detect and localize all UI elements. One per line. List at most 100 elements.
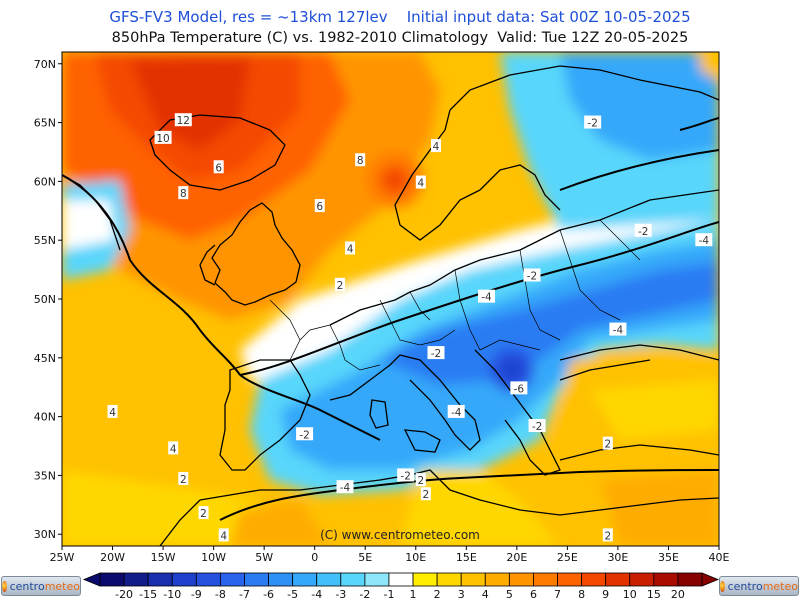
lon-tick-label: 15W (151, 551, 176, 564)
anomaly-label-text: 6 (215, 162, 222, 174)
anomaly-label: 4 (107, 404, 118, 419)
anomaly-label-bg (154, 130, 172, 144)
colorbar-label: -10 (163, 588, 181, 600)
colorbar-label: 9 (602, 588, 609, 600)
anomaly-label-bg (523, 268, 541, 282)
centrometeo-logo-right: centro meteo (719, 576, 799, 596)
lon-tick-label: 10E (405, 551, 426, 564)
anomaly-label: 4 (345, 241, 356, 255)
colorbar-swatch (629, 572, 655, 587)
colorbar-label: 20 (671, 588, 685, 600)
lat-tick-label: 70N (34, 58, 56, 71)
anomaly-label-text: -2 (587, 118, 597, 130)
anomaly-label: -2 (584, 115, 602, 130)
colorbar-swatch (244, 572, 269, 587)
anomaly-label-text: 4 (347, 243, 354, 255)
anomaly-label-text: 6 (316, 201, 323, 213)
colorbar-swatch (484, 572, 510, 587)
anomaly-label-text: 2 (200, 508, 207, 520)
anomaly-label-text: 8 (357, 155, 364, 167)
colorbar-label: 1 (410, 588, 417, 600)
anomaly-label-bg (168, 441, 179, 455)
lon-tick-label: 20W (100, 551, 125, 564)
lat-tick-label: 40N (34, 411, 56, 424)
anomaly-label-bg (510, 381, 528, 395)
anomaly-label: -2 (296, 427, 314, 441)
lat-tick-label: 50N (34, 293, 56, 306)
lon-tick-label: 30E (607, 551, 628, 564)
anomaly-label: 10 (154, 130, 172, 145)
anomaly-label-text: -6 (514, 383, 525, 395)
colorbar-swatch (508, 572, 534, 587)
anomaly-label-bg (528, 419, 546, 433)
colorbar-label: -7 (239, 588, 250, 600)
anomaly-label-bg (609, 322, 627, 336)
lon-tick-label: 5W (255, 551, 273, 564)
lon-tick-label: 25E (557, 551, 578, 564)
lat-tick-label: 35N (34, 469, 56, 482)
anomaly-label-text: -4 (451, 407, 462, 419)
anomaly-label-text: 2 (423, 489, 430, 501)
anomaly-label: -6 (510, 381, 528, 395)
anomaly-label-text: -2 (527, 270, 537, 282)
chart-title: 850hPa Temperature (C) vs. 1982-2010 Cli… (111, 30, 689, 46)
anomaly-label-text: -4 (481, 292, 492, 304)
lon-tick-label: 20E (506, 551, 527, 564)
anomaly-label-bg (420, 487, 431, 501)
anomaly-label: 8 (355, 153, 366, 167)
anomaly-label-bg (218, 528, 229, 542)
anomaly-label-text: -2 (638, 226, 648, 238)
anomaly-label-bg (345, 241, 356, 255)
anomaly-label-text: 12 (177, 115, 190, 127)
anomaly-label-bg (107, 404, 118, 418)
longitude-axis: 25W 20W 15W 10W 5W 0 5E 10E 15E 20E 25E 30E 35E 40E (50, 546, 730, 564)
colorbar-label: 5 (506, 588, 513, 600)
anomaly-label: -4 (695, 233, 713, 247)
colorbar-swatch (653, 572, 679, 587)
anomaly-label-bg (213, 160, 224, 174)
colorbar-swatch (99, 572, 125, 587)
colorbar-swatch (268, 572, 294, 587)
anomaly-label: 4 (415, 175, 426, 190)
logo-swirl-icon (2, 580, 7, 592)
anomaly-label: -2 (528, 419, 546, 433)
colorbar-label: 2 (434, 588, 441, 600)
lat-tick-label: 55N (34, 234, 56, 247)
anomaly-label: -2 (427, 346, 445, 360)
anomaly-label: 6 (213, 160, 224, 174)
anomaly-label: 4 (168, 441, 179, 455)
anomaly-label: 2 (178, 471, 189, 486)
colorbar-label: -9 (191, 588, 202, 600)
colorbar-label: -1 (383, 588, 394, 600)
anomaly-label: 2 (420, 487, 431, 501)
anomaly-label-bg (478, 289, 496, 303)
anomaly-label: -4 (478, 289, 496, 304)
anomaly-label-bg (695, 233, 713, 247)
anomaly-label-text: -4 (340, 482, 351, 494)
anomaly-label-text: 8 (180, 188, 187, 200)
anomaly-label-bg (430, 139, 441, 153)
colorbar-swatch (171, 572, 197, 587)
colorbar-swatch (123, 572, 149, 587)
anomaly-contour-labels: 12 10 8 6 6 8 4 4 4 2 4 4 2 2 4 -2 -4 -2 2 2 -4 -2 -4 -2 -6 -2 -4 -… (107, 113, 713, 542)
colorbar-swatch (316, 572, 342, 587)
colorbar-label: 6 (530, 588, 537, 600)
colorbar-high-arrow (701, 572, 720, 587)
colorbar-label: 7 (554, 588, 561, 600)
colorbar-label: -8 (215, 588, 226, 600)
logo-text-accent: meteo (762, 579, 798, 593)
lat-tick-label: 45N (34, 352, 56, 365)
logo-swirl-icon (720, 580, 725, 592)
anomaly-label: -4 (609, 322, 627, 337)
anomaly-label-text: 10 (156, 133, 169, 145)
colorbar-label: 10 (623, 588, 637, 600)
lon-tick-label: 35E (658, 551, 679, 564)
colorbar-swatch (557, 572, 583, 587)
anomaly-label-text: 2 (604, 439, 611, 451)
colorbar-label: 4 (482, 588, 489, 600)
colorbar-swatch (364, 572, 390, 587)
anomaly-label-text: -2 (299, 429, 309, 441)
colorbar-label: 3 (458, 588, 465, 600)
lon-tick-label: 5E (358, 551, 372, 564)
copyright-text: (C) www.centrometeo.com (320, 528, 480, 542)
